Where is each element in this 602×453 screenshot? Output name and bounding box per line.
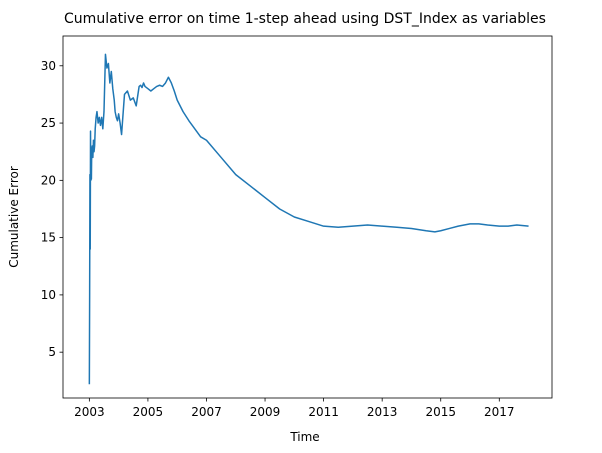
chart-title: Cumulative error on time 1-step ahead us… (64, 11, 546, 27)
y-tick-label: 30 (41, 59, 56, 73)
x-tick-label: 2007 (191, 405, 222, 419)
x-axis: 2003 2005 2007 2009 2011 2013 2015 2017 (74, 398, 515, 419)
plot-frame (62, 35, 553, 399)
x-tick-label: 2009 (250, 405, 281, 419)
series-line (88, 53, 529, 385)
x-tick-label: 2015 (425, 405, 456, 419)
x-tick-label: 2005 (133, 405, 164, 419)
x-axis-title: Time (289, 430, 319, 444)
y-tick-label: 25 (41, 116, 56, 130)
y-axis-title: Cumulative Error (7, 166, 21, 268)
y-tick-label: 20 (41, 173, 56, 187)
plot-area: 5 10 15 20 25 30 2003 2005 2007 2009 2011 2013 2015… (41, 35, 553, 419)
x-tick-label: 2013 (367, 405, 398, 419)
y-axis: 5 10 15 20 25 30 (41, 59, 63, 359)
y-tick-label: 10 (41, 288, 56, 302)
y-tick-label: 5 (48, 345, 56, 359)
x-tick-label: 2003 (74, 405, 105, 419)
x-tick-label: 2017 (484, 405, 515, 419)
y-tick-label: 15 (41, 231, 56, 245)
x-tick-label: 2011 (308, 405, 339, 419)
